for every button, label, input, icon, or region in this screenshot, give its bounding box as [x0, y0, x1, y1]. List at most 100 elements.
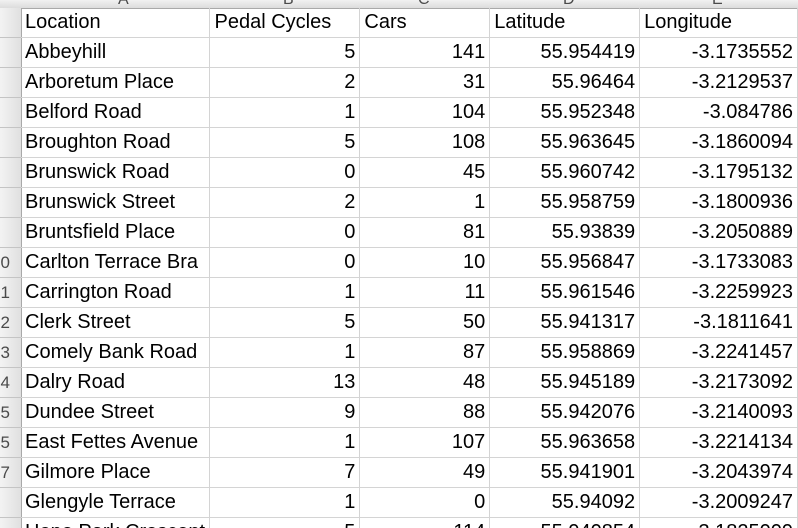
column-letter-e[interactable]: E	[712, 0, 723, 9]
value-cell[interactable]: 1	[209, 277, 361, 308]
value-cell[interactable]: 0	[359, 487, 491, 518]
value-cell[interactable]: 55.954419	[489, 37, 641, 68]
value-cell[interactable]: 10	[359, 247, 491, 278]
location-cell[interactable]: Gilmore Place	[21, 457, 211, 488]
value-cell[interactable]: 1	[209, 427, 361, 458]
value-cell[interactable]: 50	[359, 307, 491, 338]
location-cell[interactable]: Bruntsfield Place	[21, 217, 211, 248]
value-cell[interactable]: 87	[359, 337, 491, 368]
row-number[interactable]: 0	[0, 253, 10, 272]
header-cell[interactable]: Cars	[359, 8, 491, 38]
location-cell[interactable]: Comely Bank Road	[21, 337, 211, 368]
value-cell[interactable]: 1	[209, 97, 361, 128]
location-cell[interactable]: Clerk Street	[21, 307, 211, 338]
value-cell[interactable]: 55.94092	[489, 487, 641, 518]
value-cell[interactable]: -3.2241457	[639, 337, 798, 368]
location-cell[interactable]: Broughton Road	[21, 127, 211, 158]
value-cell[interactable]: 55.963645	[489, 127, 641, 158]
value-cell[interactable]: 1	[359, 187, 491, 218]
value-cell[interactable]: -3.2214134	[639, 427, 798, 458]
row-number[interactable]: 5	[0, 403, 10, 422]
value-cell[interactable]: 13	[209, 367, 361, 398]
value-cell[interactable]: -3.2050889	[639, 217, 798, 248]
value-cell[interactable]: -3.1811641	[639, 307, 798, 338]
location-cell[interactable]: Arboretum Place	[21, 67, 211, 98]
row-number[interactable]: 5	[0, 433, 10, 452]
value-cell[interactable]: -3.2140093	[639, 397, 798, 428]
value-cell[interactable]: -3.2043974	[639, 457, 798, 488]
column-letter-b[interactable]: B	[283, 0, 294, 9]
value-cell[interactable]: -3.084786	[639, 97, 798, 128]
value-cell[interactable]: 55.958759	[489, 187, 641, 218]
header-cell[interactable]: Pedal Cycles	[209, 8, 361, 38]
value-cell[interactable]: 5	[209, 307, 361, 338]
value-cell[interactable]: 5	[209, 37, 361, 68]
value-cell[interactable]: 114	[359, 517, 491, 528]
value-cell[interactable]: 107	[359, 427, 491, 458]
value-cell[interactable]: -3.2173092	[639, 367, 798, 398]
value-cell[interactable]: -3.1825009	[639, 517, 798, 528]
value-cell[interactable]: 55.960742	[489, 157, 641, 188]
location-cell[interactable]: Carlton Terrace Bra	[21, 247, 211, 278]
value-cell[interactable]: 1	[209, 337, 361, 368]
value-cell[interactable]: 2	[209, 67, 361, 98]
location-cell[interactable]: Dalry Road	[21, 367, 211, 398]
value-cell[interactable]: 55.961546	[489, 277, 641, 308]
value-cell[interactable]: 55.941317	[489, 307, 641, 338]
value-cell[interactable]: 55.952348	[489, 97, 641, 128]
value-cell[interactable]: 108	[359, 127, 491, 158]
location-cell[interactable]: Carrington Road	[21, 277, 211, 308]
location-cell[interactable]: Abbeyhill	[21, 37, 211, 68]
value-cell[interactable]: 0	[209, 157, 361, 188]
value-cell[interactable]: 55.93839	[489, 217, 641, 248]
column-letter-c[interactable]: C	[418, 0, 430, 9]
value-cell[interactable]: 49	[359, 457, 491, 488]
location-cell[interactable]: Brunswick Street	[21, 187, 211, 218]
location-cell[interactable]: East Fettes Avenue	[21, 427, 211, 458]
location-cell[interactable]: Hope Park Crescent	[21, 517, 211, 528]
value-cell[interactable]: -3.1733083	[639, 247, 798, 278]
column-letter-a[interactable]: A	[118, 0, 129, 9]
value-cell[interactable]: -3.1860094	[639, 127, 798, 158]
value-cell[interactable]: 48	[359, 367, 491, 398]
value-cell[interactable]: 55.945189	[489, 367, 641, 398]
column-letter-d[interactable]: D	[563, 0, 575, 9]
value-cell[interactable]: 55.958869	[489, 337, 641, 368]
value-cell[interactable]: 1	[209, 487, 361, 518]
row-number[interactable]: 2	[0, 313, 10, 332]
location-cell[interactable]: Brunswick Road	[21, 157, 211, 188]
row-number[interactable]: 3	[0, 343, 10, 362]
value-cell[interactable]: 55.942076	[489, 397, 641, 428]
value-cell[interactable]: 55.96464	[489, 67, 641, 98]
value-cell[interactable]: 81	[359, 217, 491, 248]
value-cell[interactable]: -3.1735552	[639, 37, 798, 68]
value-cell[interactable]: -3.1795132	[639, 157, 798, 188]
value-cell[interactable]: -3.1800936	[639, 187, 798, 218]
value-cell[interactable]: 55.941901	[489, 457, 641, 488]
header-cell[interactable]: Latitude	[489, 8, 641, 38]
value-cell[interactable]: 141	[359, 37, 491, 68]
value-cell[interactable]: -3.2129537	[639, 67, 798, 98]
value-cell[interactable]: 45	[359, 157, 491, 188]
location-cell[interactable]: Belford Road	[21, 97, 211, 128]
value-cell[interactable]: 5	[209, 127, 361, 158]
value-cell[interactable]: 31	[359, 67, 491, 98]
value-cell[interactable]: 9	[209, 397, 361, 428]
row-number[interactable]: 4	[0, 373, 10, 392]
row-number[interactable]: 7	[0, 463, 10, 482]
value-cell[interactable]: -3.2259923	[639, 277, 798, 308]
value-cell[interactable]: 7	[209, 457, 361, 488]
value-cell[interactable]: 88	[359, 397, 491, 428]
location-cell[interactable]: Glengyle Terrace	[21, 487, 211, 518]
value-cell[interactable]: 5	[209, 517, 361, 528]
value-cell[interactable]: -3.2009247	[639, 487, 798, 518]
value-cell[interactable]: 55.940854	[489, 517, 641, 528]
location-cell[interactable]: Dundee Street	[21, 397, 211, 428]
value-cell[interactable]: 11	[359, 277, 491, 308]
header-cell[interactable]: Longitude	[639, 8, 798, 38]
value-cell[interactable]: 2	[209, 187, 361, 218]
value-cell[interactable]: 0	[209, 217, 361, 248]
value-cell[interactable]: 55.956847	[489, 247, 641, 278]
value-cell[interactable]: 55.963658	[489, 427, 641, 458]
row-number[interactable]: 1	[0, 283, 10, 302]
